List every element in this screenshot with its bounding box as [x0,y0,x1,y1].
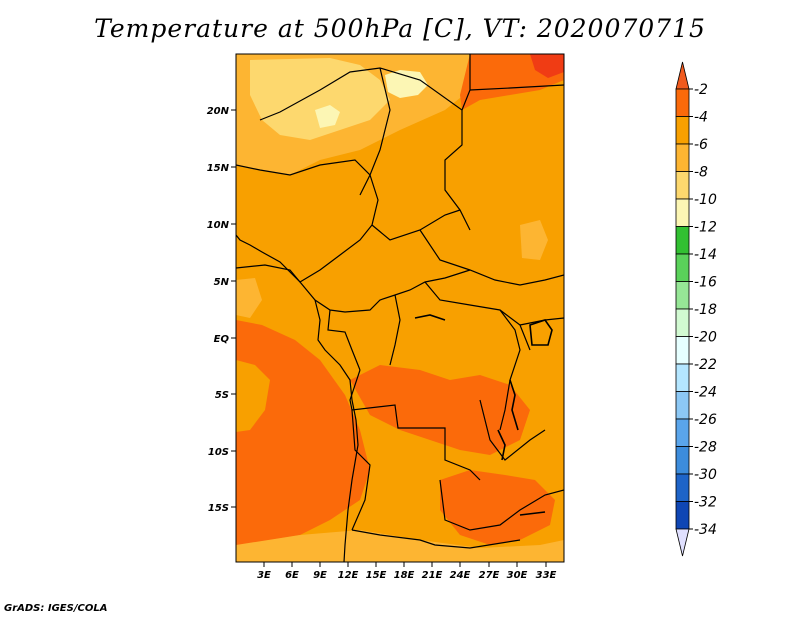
colorbar-segment [675,226,690,255]
colorbar-label: -34 [694,522,717,538]
colorbar-label: -12 [694,220,717,236]
colorbar-segment [675,281,690,310]
lat-tick-label: 10N [207,220,230,231]
colorbar-segment [675,336,690,365]
colorbar-label: -2 [694,82,708,98]
lon-tick-label: 27E [479,570,500,581]
colorbar-segment [675,501,690,530]
colorbar: -2 -4 -6 -8 -10 -12 -14 -16 -18 -20 -22 -24 -26 -28 -3… [675,61,717,557]
longitude-axis: 3E 6E 9E 12E 15E 18E 21E 24E 27E 30E 33E [257,562,557,581]
colorbar-label: -32 [694,495,717,511]
colorbar-segment [675,253,690,282]
colorbar-segment [675,171,690,200]
field-warm-se [440,470,555,545]
colorbar-segment [675,363,690,392]
field-cool-patch-e [520,220,548,260]
field-cool-patch-w [236,278,262,318]
lon-tick-label: 9E [313,570,327,581]
colorbar-label: -10 [694,192,717,208]
field-warm-sw [236,320,370,545]
country-borders [236,54,564,549]
lat-tick-label: 5N [214,277,230,288]
colorbar-segment [675,116,690,145]
latitude-axis: 20N 15N 10N 5N EQ 5S 10S 15S [207,106,236,514]
field-warmest-ne [530,54,564,78]
field-coolest-north [250,58,390,140]
colorbar-label: -30 [694,467,717,483]
field-pale-north [385,70,428,98]
lon-tick-label: 18E [394,570,415,581]
colorbar-label: -6 [694,137,708,153]
chart-title: Temperature at 500hPa [C], VT: 202007071… [94,14,706,43]
field-warm-central [350,365,530,455]
lon-tick-label: 3E [257,570,271,581]
lon-tick-label: 30E [507,570,528,581]
colorbar-segment [675,308,690,337]
colorbar-segment [675,391,690,420]
lon-tick-label: 15E [366,570,387,581]
lat-tick-label: 15N [207,163,230,174]
colorbar-segment [675,418,690,447]
lon-tick-label: 33E [536,570,557,581]
colorbar-label: -18 [694,302,717,318]
colorbar-label: -14 [694,247,717,263]
lat-tick-label: 15S [208,503,229,514]
colorbar-label: -16 [694,275,717,291]
colorbar-label: -20 [694,330,717,346]
lakes [414,314,553,516]
colorbar-segment [675,198,690,227]
lon-tick-label: 24E [450,570,471,581]
field-pale-north-2 [315,105,340,128]
lat-tick-label: 10S [208,447,229,458]
colorbar-label: -26 [694,412,717,428]
colorbar-label: -4 [694,110,708,126]
colorbar-segment [675,88,690,117]
colorbar-label: -24 [694,385,717,401]
lon-tick-label: 21E [422,570,443,581]
lon-tick-label: 12E [338,570,359,581]
grads-credit: GrADS: IGES/COLA [4,603,108,614]
lat-tick-label: 5S [215,390,229,401]
colorbar-label: -8 [694,165,708,181]
field-base-sw-hole [236,360,270,432]
colorbar-label: -22 [694,357,717,373]
colorbar-bottom-arrow [675,528,690,557]
colorbar-label: -28 [694,440,717,456]
colorbar-segment [675,143,690,172]
lat-tick-label: 20N [207,106,230,117]
temperature-field [236,54,564,562]
lon-tick-label: 6E [285,570,299,581]
colorbar-segment [675,473,690,502]
lat-tick-label: EQ [214,334,230,345]
map-frame [235,53,565,563]
coastline [236,234,359,562]
colorbar-segment [675,446,690,475]
field-cool-south [236,530,564,562]
colorbar-top-arrow [675,61,690,90]
